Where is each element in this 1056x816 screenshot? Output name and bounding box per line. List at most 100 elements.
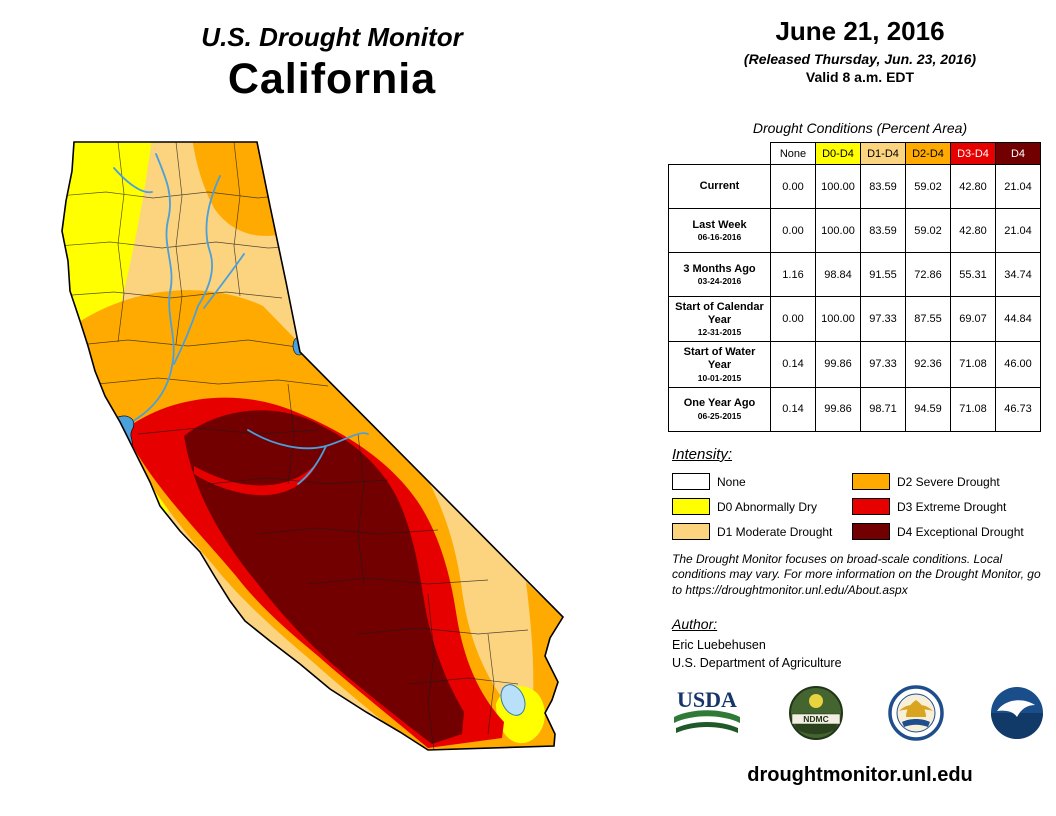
value-cell: 83.59 (860, 164, 906, 209)
legend-swatch-d0 (672, 498, 710, 515)
legend-label: D3 Extreme Drought (897, 499, 1007, 514)
county-boundaries (62, 142, 529, 750)
ndmc-logo: NDMC (788, 686, 843, 740)
value-cell: 91.55 (860, 252, 906, 297)
legend-item-none: None (672, 473, 852, 490)
title-block: U.S. Drought Monitor California (0, 22, 664, 104)
value-cell: 72.86 (905, 252, 951, 297)
value-cell: 98.84 (815, 252, 861, 297)
noaa-logo (990, 687, 1043, 739)
row-label: 3 Months Ago (683, 262, 756, 275)
ndmc-sun-icon (808, 694, 823, 708)
commerce-logo (888, 685, 945, 741)
col-header-d3-d4: D3-D4 (950, 142, 996, 165)
value-cell: 97.33 (860, 295, 906, 343)
disclaimer-text: The Drought Monitor focuses on broad-sca… (672, 552, 1041, 597)
legend-item-d1: D1 Moderate Drought (672, 523, 852, 540)
commerce-wave-icon (902, 719, 931, 727)
value-cell: 99.86 (815, 386, 861, 432)
value-cell: 100.00 (815, 295, 861, 343)
value-cell: 71.08 (950, 341, 996, 388)
legend-swatch-d3 (852, 498, 890, 515)
value-cell: 0.00 (770, 164, 816, 209)
value-cell: 92.36 (905, 341, 951, 388)
ndmc-banner (791, 713, 840, 725)
legend: None D0 Abnormally Dry D1 Moderate Droug… (672, 469, 1054, 544)
zone-d4-spot-1 (275, 672, 289, 686)
legend-swatch-d4 (852, 523, 890, 540)
legend-item-d0: D0 Abnormally Dry (672, 498, 852, 515)
value-cell: 46.00 (995, 341, 1041, 388)
state-name-title: California (227, 55, 437, 103)
value-cell: 0.00 (770, 208, 816, 253)
col-header-d2-d4: D2-D4 (905, 142, 951, 165)
legend-label: D2 Severe Drought (897, 474, 1000, 489)
value-cell: 69.07 (950, 295, 996, 343)
row-date: 06-16-2016 (697, 232, 742, 243)
row-label: Start of Water Year (683, 346, 756, 371)
california-drought-map (61, 141, 564, 751)
row-date: 03-24-2016 (697, 276, 742, 287)
footer-url: droughtmonitor.unl.edu (747, 764, 973, 786)
col-header-none: None (770, 142, 816, 165)
value-cell: 46.73 (995, 386, 1041, 432)
table-row-last-week: Last Week 06-16-2016 0.00 100.00 83.59 5… (668, 208, 1041, 253)
value-cell: 0.14 (770, 341, 816, 388)
rivers (113, 153, 369, 485)
zone-d4-spot-2 (301, 689, 311, 699)
value-cell: 34.74 (995, 252, 1041, 297)
row-date: 10-01-2015 (697, 372, 742, 383)
noaa-bird-icon (996, 700, 1035, 717)
report-title: U.S. Drought Monitor (201, 22, 463, 52)
legend-item-d3: D3 Extreme Drought (852, 498, 1054, 515)
legend-label: D1 Moderate Drought (717, 524, 833, 539)
value-cell: 44.84 (995, 295, 1041, 343)
zone-d3-notch (194, 458, 320, 496)
value-cell: 97.33 (860, 341, 906, 388)
table-row-3-months-ago: 3 Months Ago 03-24-2016 1.16 98.84 91.55… (668, 252, 1041, 297)
info-panel: June 21, 2016 (Released Thursday, Jun. 2… (664, 0, 1056, 816)
commerce-eagle-icon (906, 700, 927, 717)
value-cell: 42.80 (950, 208, 996, 253)
col-header-d1-d4: D1-D4 (860, 142, 906, 165)
value-cell: 87.55 (905, 295, 951, 343)
value-cell: 94.59 (905, 386, 951, 432)
value-cell: 21.04 (995, 208, 1041, 253)
value-cell: 71.08 (950, 386, 996, 432)
value-cell: 21.04 (995, 164, 1041, 209)
agency-logos: USDA NDMC (670, 684, 1046, 742)
drought-conditions-table: None D0-D4 D1-D4 D2-D4 D3-D4 D4 Current … (668, 142, 1041, 432)
table-header-row: None D0-D4 D1-D4 D2-D4 D3-D4 D4 (668, 142, 1041, 165)
row-label: Start of Calendar Year (675, 301, 764, 326)
legend-item-d4: D4 Exceptional Drought (852, 523, 1054, 540)
legend-label: D0 Abnormally Dry (717, 499, 818, 514)
value-cell: 0.14 (770, 386, 816, 432)
col-header-d0-d4: D0-D4 (815, 142, 861, 165)
author-heading: Author: (672, 616, 718, 632)
value-cell: 100.00 (815, 208, 861, 253)
legend-swatch-none (672, 473, 710, 490)
valid-time: Valid 8 a.m. EDT (805, 69, 915, 85)
value-cell: 0.00 (770, 295, 816, 343)
ndmc-logo-text: NDMC (803, 714, 829, 724)
usda-swoosh2-icon (676, 722, 738, 733)
noaa-sea-icon (990, 713, 1043, 739)
row-label: Current (699, 179, 740, 192)
map-date: June 21, 2016 (775, 16, 945, 46)
table-caption: Drought Conditions (Percent Area) (752, 120, 968, 136)
value-cell: 42.80 (950, 164, 996, 209)
usda-logo-text: USDA (677, 687, 737, 712)
value-cell: 99.86 (815, 341, 861, 388)
value-cell: 1.16 (770, 252, 816, 297)
table-row-one-year-ago: One Year Ago 06-25-2015 0.14 99.86 98.71… (668, 386, 1041, 432)
legend-label: D4 Exceptional Drought (897, 524, 1024, 539)
legend-swatch-d2 (852, 473, 890, 490)
row-label: One Year Ago (683, 397, 756, 410)
value-cell: 98.71 (860, 386, 906, 432)
value-cell: 59.02 (905, 164, 951, 209)
value-cell: 100.00 (815, 164, 861, 209)
salton-sea (500, 684, 526, 716)
row-date: 12-31-2015 (697, 327, 742, 338)
usda-swoosh-icon (674, 710, 740, 723)
legend-item-d2: D2 Severe Drought (852, 473, 1054, 490)
